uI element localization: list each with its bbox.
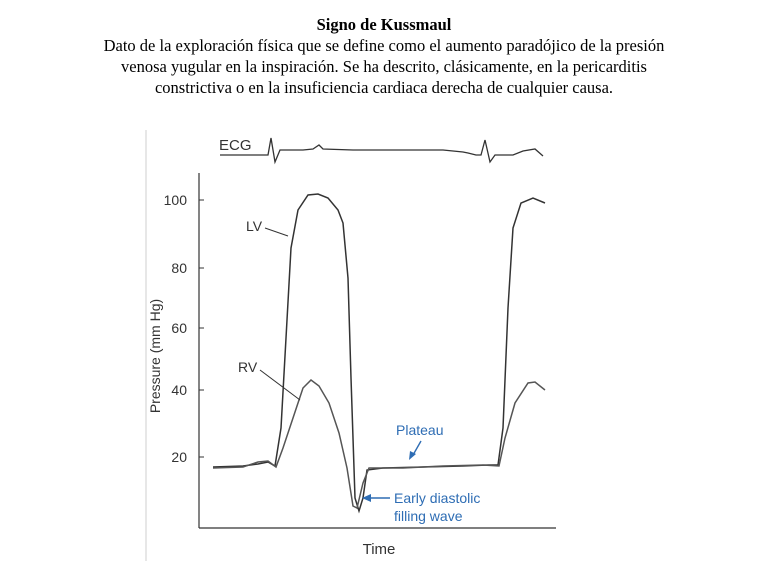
rv-pressure-curve xyxy=(212,379,546,510)
description-text-block: Signo de Kussmaul Dato de la exploración… xyxy=(0,14,768,98)
lv-pressure-curve xyxy=(212,193,546,514)
plateau-label: Plateau xyxy=(396,422,443,438)
early-diastolic-label-line-2: filling wave xyxy=(394,508,463,524)
rv-leader-line xyxy=(259,369,301,401)
ecg-label: ECG xyxy=(219,137,252,154)
pressure-tracing-svg: ECG 100 80 60 40 20 Pressure (mm Hg) Tim… xyxy=(145,130,556,561)
y-tick-label: 20 xyxy=(171,449,187,465)
y-tick-label: 40 xyxy=(171,382,187,398)
y-tick-label: 80 xyxy=(171,260,187,276)
description-line-2: venosa yugular en la inspiración. Se ha … xyxy=(121,57,647,76)
y-axis-label: Pressure (mm Hg) xyxy=(147,299,163,413)
description-line-1: Dato de la exploración física que se def… xyxy=(103,36,665,55)
early-diastolic-arrow-icon xyxy=(362,494,371,502)
lv-leader-line xyxy=(264,227,289,237)
plateau-arrow-shaft xyxy=(412,440,422,456)
early-diastolic-label-line-1: Early diastolic xyxy=(394,490,480,506)
y-tick-label: 60 xyxy=(171,320,187,336)
document-title: Signo de Kussmaul xyxy=(316,15,452,34)
ecg-trace xyxy=(220,137,544,165)
description-line-3: constrictiva o en la insuficiencia cardi… xyxy=(154,78,614,97)
plateau-arrow-icon xyxy=(409,451,416,460)
x-axis-label: Time xyxy=(363,541,396,558)
rv-label: RV xyxy=(238,359,258,375)
pressure-tracing-figure: ECG 100 80 60 40 20 Pressure (mm Hg) Tim… xyxy=(143,128,563,563)
lv-label: LV xyxy=(246,218,263,234)
y-tick-label: 100 xyxy=(164,192,188,208)
y-ticks: 100 80 60 40 20 xyxy=(164,192,204,465)
